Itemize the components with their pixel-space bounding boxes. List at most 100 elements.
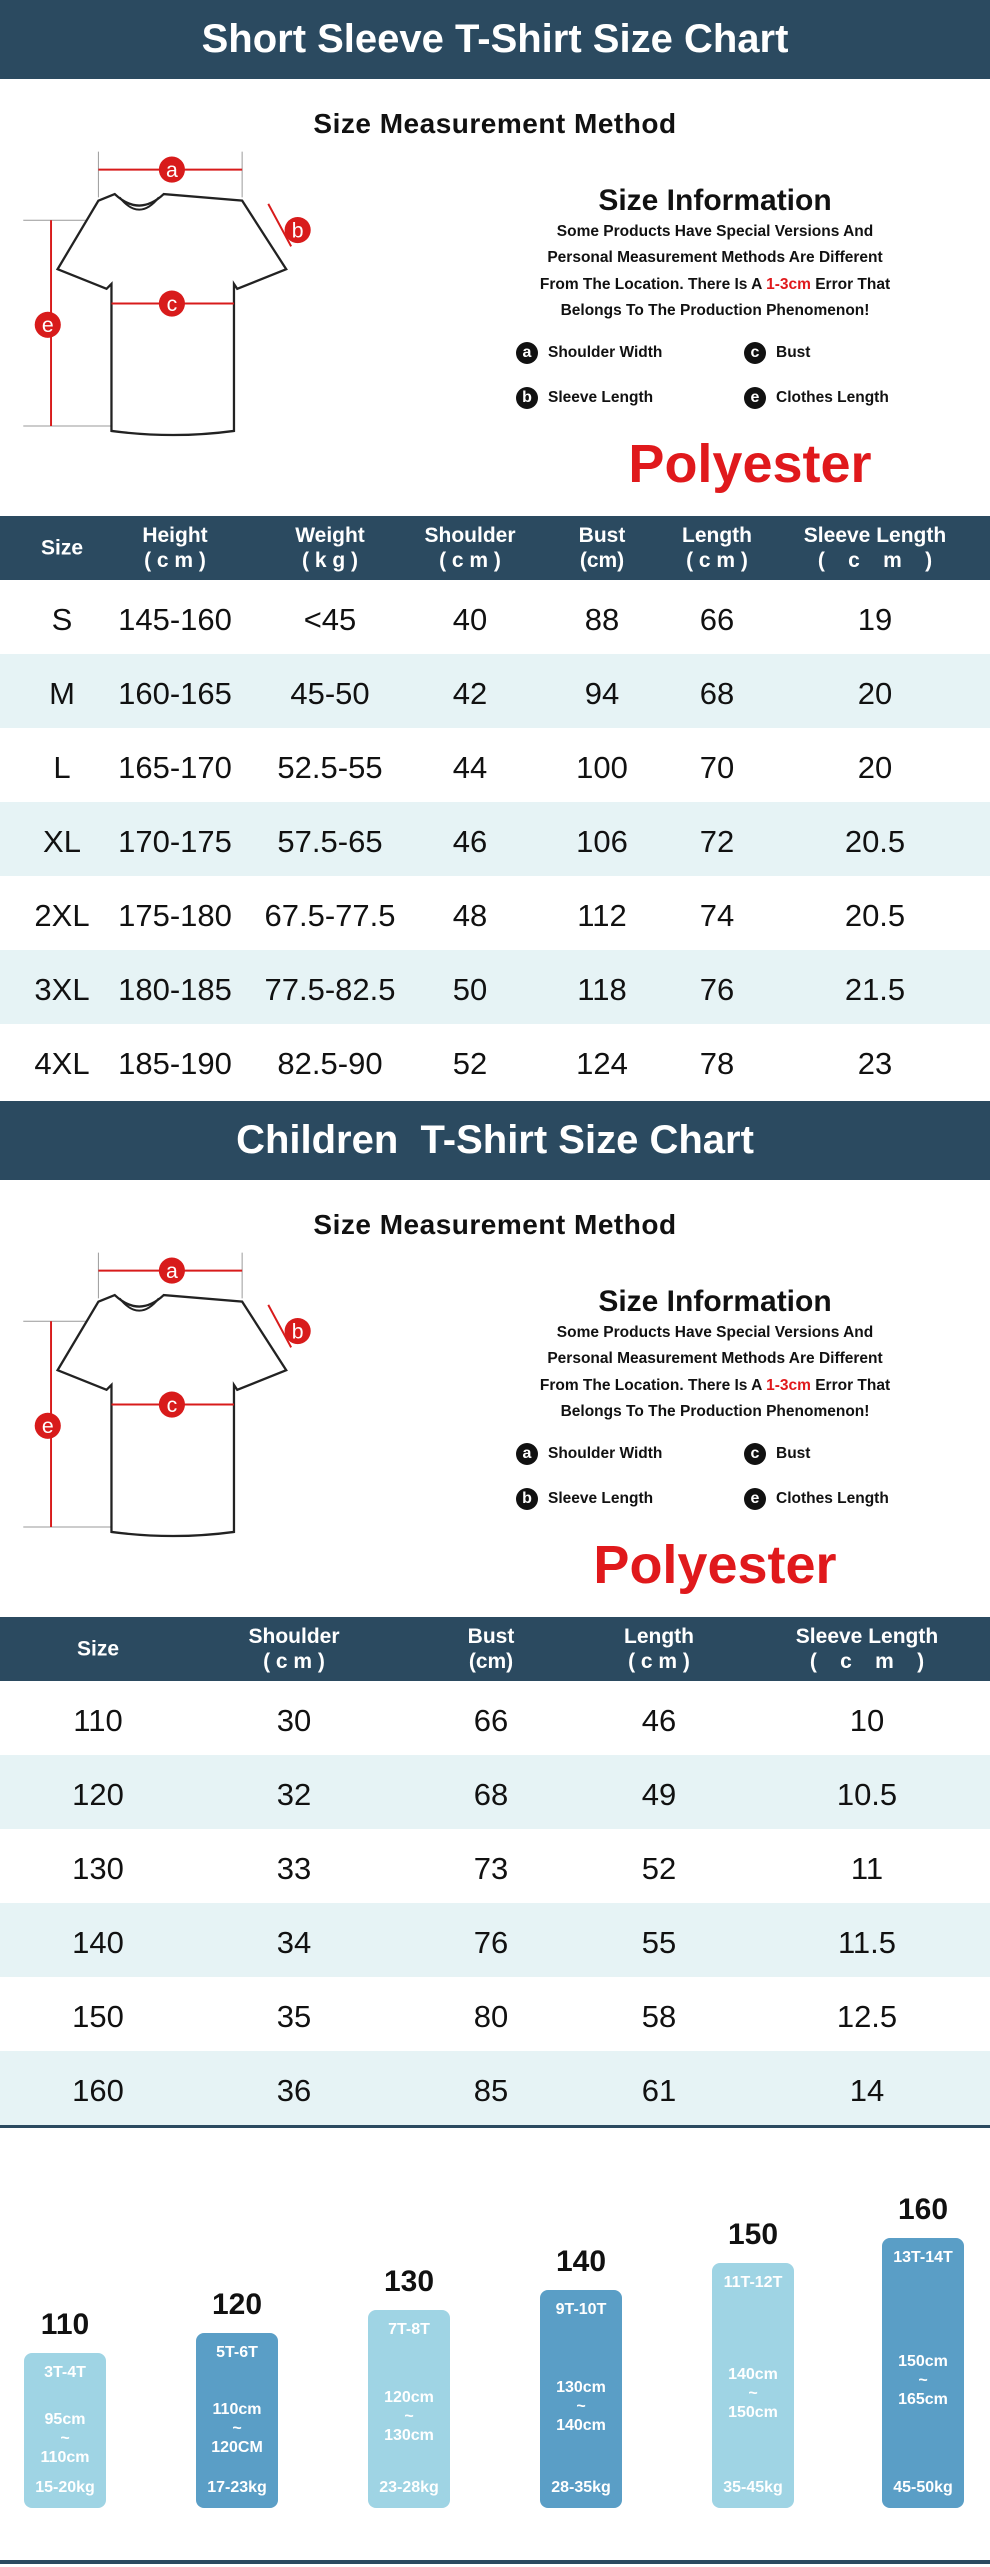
measure-letter: a [166, 1260, 178, 1283]
column-header: Height( c m ) [142, 523, 207, 573]
table-cell: 80 [473, 1999, 509, 2034]
table-cell: 94 [584, 676, 620, 711]
info-text: Error That [810, 276, 891, 293]
info-line: Personal Measurement Methods Are Differe… [547, 249, 882, 267]
table-cell: 20 [857, 676, 893, 711]
legend-letter: c [744, 1443, 766, 1465]
info-text: Personal Measurement Methods Are Differe… [547, 1350, 883, 1367]
table-row [0, 1755, 990, 1829]
column-header-line: Bust [467, 1625, 515, 1648]
table-cell: 68 [699, 676, 735, 711]
table-row [0, 2051, 990, 2125]
material: Polyester [593, 1535, 837, 1595]
legend-item: a Shoulder Width [516, 342, 662, 364]
age-label: 5T-6T [216, 2344, 258, 2361]
measure-badge [158, 1391, 185, 1418]
weight-label: 23-28kg [379, 2479, 439, 2496]
column-header: Bust (cm) [468, 1624, 515, 1674]
legend-item: c Bust [744, 1443, 810, 1465]
legend-letter: c [744, 342, 766, 364]
height-label: ~ [576, 2398, 586, 2415]
size-bar: 11T-12T 140cm ~150cm 35-45kg [712, 2263, 794, 2508]
table-cell: 112 [577, 898, 627, 933]
table-cell: 66 [473, 1703, 509, 1738]
height-label: ~ [918, 2372, 928, 2389]
table-row [0, 728, 990, 802]
legend-item: c Bust [744, 342, 810, 364]
column-header: Shoulder( c m ) [248, 1624, 339, 1674]
table-cell: 77.5-82.5 [264, 972, 396, 1007]
size-label: 110 [40, 2308, 90, 2341]
size-bar: 5T-6T 110cm ~120CM 17-23kg [196, 2333, 278, 2508]
info-line: Some Products Have Special Versions And [557, 223, 873, 241]
table-cell: M [49, 676, 75, 711]
column-header: Length( c m ) [682, 523, 752, 573]
height-label: ~ [748, 2384, 758, 2402]
legend-letter: a [516, 1443, 538, 1465]
table-cell: 74 [699, 898, 735, 933]
legend-letter: e [744, 1488, 766, 1510]
material: Polyester [628, 434, 872, 494]
measure-badge [158, 1257, 185, 1284]
info-line: Personal Measurement Methods Are Differe… [547, 1350, 882, 1368]
legend-text: Shoulder Width [548, 344, 663, 361]
table-cell: 46 [641, 1703, 677, 1738]
height-label: 120CM [211, 2438, 263, 2456]
table-cell: 49 [641, 1777, 677, 1812]
height-label: ~ [232, 2419, 242, 2437]
table-cell: 45-50 [290, 676, 370, 711]
size-bar: 13T-14T 150cm ~165cm 45-50kg [882, 2238, 964, 2508]
column-header-line: Weight [295, 524, 365, 547]
table-cell: 42 [452, 676, 488, 711]
table-cell: 30 [276, 1703, 312, 1738]
column-header: Size [77, 1637, 119, 1662]
shirt-diagram: a b c e [23, 151, 311, 437]
shirt-neck [118, 1297, 160, 1312]
column-header-line: Length [624, 1625, 694, 1648]
bottom-border [0, 2560, 990, 2564]
height-label: 150cm [898, 2353, 948, 2370]
table-cell: 140 [72, 1925, 124, 1960]
table-cell: 33 [276, 1851, 312, 1886]
table-cell: 50 [452, 972, 488, 1007]
height-label: ~ [60, 2429, 70, 2447]
table-row [0, 1829, 990, 1903]
measure-badge [284, 216, 311, 244]
table-cell: 85 [473, 2073, 509, 2108]
weight-label: 45-50kg [893, 2479, 953, 2496]
table-cell: 82.5-90 [277, 1046, 383, 1081]
height-label: 150cm [728, 2403, 778, 2421]
legend-letter: b [516, 387, 538, 409]
column-header: Sleeve Length( c m ) [796, 1624, 938, 1674]
age-label: 3T-4T [44, 2364, 86, 2381]
table-cell: 165-170 [118, 750, 232, 785]
column-header-line: Size [40, 536, 84, 560]
table-cell: L [53, 750, 71, 785]
table-cell: 72 [699, 824, 735, 859]
size-bar: 3T-4T 95cm ~110cm 15-20kg [24, 2353, 106, 2508]
table-cell: 61 [641, 2073, 677, 2108]
column-header: Size [41, 536, 83, 561]
table-cell: <45 [303, 602, 357, 637]
height-label: 130cm [384, 2427, 434, 2444]
table-cell: 12.5 [836, 1999, 898, 2034]
age-label: 11T-12T [723, 2274, 783, 2291]
info-text: Belongs To The Production Phenomenon! [560, 302, 870, 319]
table-cell: 150 [72, 1999, 124, 2034]
table-cell: 106 [576, 824, 628, 859]
size-bar: 7T-8T 120cm ~130cm 23-28kg [368, 2310, 450, 2508]
table-cell: 32 [276, 1777, 312, 1812]
table-cell: 2XL [34, 898, 90, 933]
table-cell: 10 [849, 1703, 885, 1738]
info-text: Belongs To The Production Phenomenon! [560, 1403, 870, 1420]
column-header-line: ( c m ) [439, 549, 501, 572]
table-cell: 175-180 [118, 898, 232, 933]
age-label: 7T-8T [388, 2321, 430, 2338]
height-label: 95cm [44, 2410, 86, 2428]
method-title: Size Measurement Method [313, 108, 677, 139]
legend-letter: b [516, 1488, 538, 1510]
height-label: 110cm [212, 2400, 262, 2418]
height-label: 140cm [728, 2365, 778, 2383]
table-header [0, 1617, 990, 1681]
